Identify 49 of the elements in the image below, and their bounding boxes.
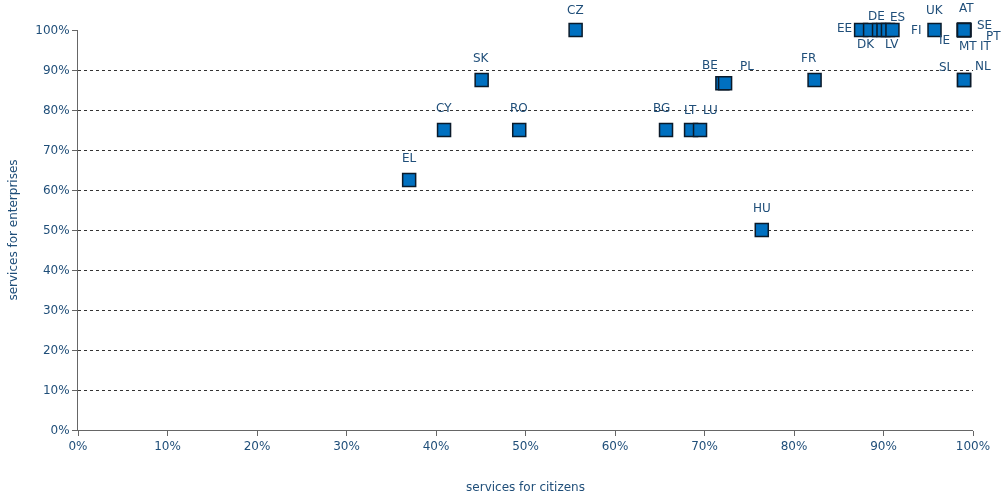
x-tick-label: 20%: [243, 439, 271, 454]
x-tick-label: 90%: [870, 439, 897, 454]
y-tick-label: 10%: [42, 383, 70, 398]
annotation: SI: [939, 60, 951, 74]
y-tick-label: 90%: [42, 63, 70, 78]
y-tick-label: 20%: [42, 343, 70, 358]
y-tick-label: 50%: [42, 223, 70, 238]
annotation: LV: [885, 37, 900, 51]
x-tick-label: 40%: [422, 439, 450, 454]
y-tick-label: 70%: [42, 143, 70, 158]
y-tick-label: 40%: [42, 263, 70, 278]
annotation: CY: [436, 101, 453, 115]
annotation: HU: [753, 201, 771, 215]
y-tick-label: 100%: [35, 23, 70, 38]
annotation: FI: [911, 23, 922, 37]
x-tick-label: 30%: [333, 439, 360, 454]
x-tick-label: 0%: [68, 439, 88, 454]
annotation: BG: [653, 101, 671, 115]
annotation: PL: [740, 59, 755, 73]
annotation: EE: [837, 21, 853, 35]
annotation: RO: [510, 101, 528, 115]
x-tick-label: 80%: [780, 439, 808, 454]
annotation: MT: [959, 39, 978, 53]
x-tick-label: 70%: [691, 439, 718, 454]
annotation: BE: [702, 58, 718, 72]
annotation: SK: [473, 51, 490, 65]
annotation: LT: [684, 103, 698, 117]
y-tick-label: 80%: [42, 103, 70, 118]
y-axis-title: services for enterprises: [5, 159, 20, 301]
x-tick-label: 50%: [512, 439, 539, 454]
y-tick-label: 30%: [42, 303, 70, 318]
annotation: LU: [703, 103, 718, 117]
annotation: NL: [975, 59, 991, 73]
annotation: AT: [959, 1, 975, 15]
x-tick-label: 10%: [154, 439, 181, 454]
annotation: ES: [890, 10, 906, 24]
annotation: DK: [857, 37, 876, 51]
x-tick-label: 100%: [955, 439, 991, 454]
annotation: UK: [926, 3, 944, 17]
y-tick-label: 0%: [50, 423, 70, 438]
annotation: SE: [977, 18, 993, 32]
y-tick-label: 60%: [42, 183, 70, 198]
annotation: FR: [801, 51, 817, 65]
x-axis-title: services for citizens: [466, 480, 585, 495]
annotation: CZ: [567, 3, 584, 17]
annotation: DE: [868, 9, 885, 23]
annotation: EL: [402, 151, 417, 165]
annotation: IE: [939, 33, 951, 47]
x-tick-label: 60%: [601, 439, 629, 454]
